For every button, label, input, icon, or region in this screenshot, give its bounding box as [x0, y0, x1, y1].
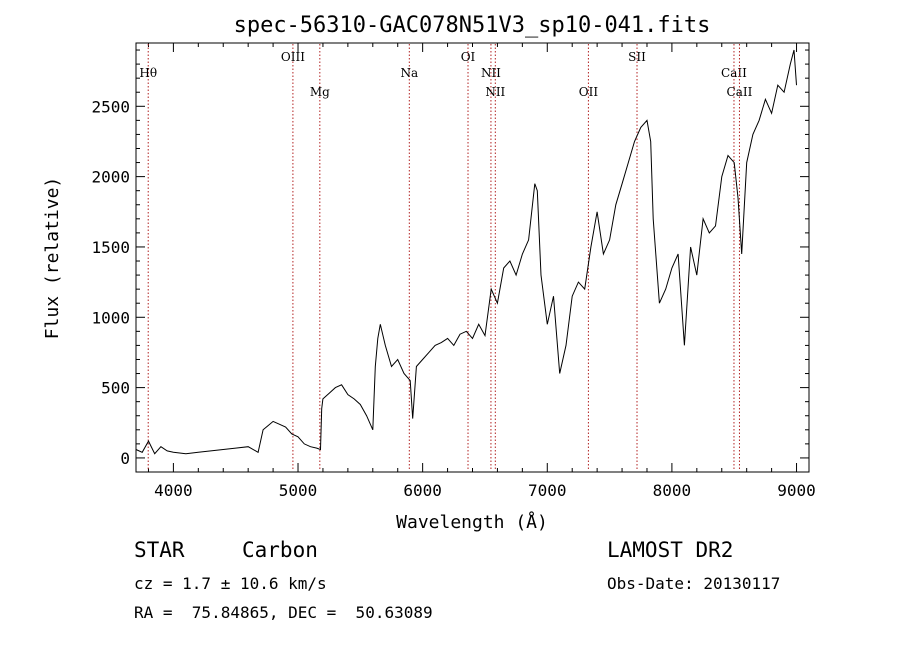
spectral-line-label: CaII	[727, 85, 753, 99]
spectrum-series-line	[135, 49, 797, 455]
spectral-line-label: Mg	[310, 85, 330, 99]
spectral-line-label: OII	[579, 85, 599, 99]
spectral-line-label: NII	[481, 66, 501, 80]
redshift-readout: cz = 1.7 ± 10.6 km/s	[134, 574, 327, 593]
observation-date: Obs-Date: 20130117	[607, 574, 781, 593]
object-subclass: Carbon	[242, 538, 318, 562]
y-tick-label: 0	[120, 449, 130, 468]
y-tick-label: 1500	[91, 238, 130, 257]
x-tick-label: 4000	[154, 481, 193, 500]
coordinates-readout: RA = 75.84865, DEC = 50.63089	[134, 603, 433, 622]
spectral-line-label: Hθ	[139, 66, 157, 80]
x-tick-label: 8000	[653, 481, 692, 500]
y-tick-label: 2000	[91, 168, 130, 187]
spectral-line-label: OI	[461, 50, 476, 64]
chart-title: spec-56310-GAC078N51V3_sp10-041.fits	[234, 13, 711, 38]
y-axis-label: Flux (relative)	[42, 177, 63, 340]
object-class: STAR	[134, 538, 185, 562]
spectral-line-label: CaII	[721, 66, 747, 80]
spectral-line-label: Na	[400, 66, 418, 80]
y-tick-label: 500	[101, 379, 130, 398]
spectral-line-label: NII	[485, 85, 505, 99]
survey-name: LAMOST DR2	[607, 538, 734, 562]
y-tick-label: 2500	[91, 97, 130, 116]
y-tick-label: 1000	[91, 308, 130, 327]
x-tick-label: 7000	[528, 481, 567, 500]
x-tick-label: 9000	[777, 481, 816, 500]
spectral-line-label: OIII	[281, 50, 305, 64]
x-tick-label: 6000	[403, 481, 442, 500]
axis-ticks: 4000 5000 6000 7000 8000 9000 0 500 1000 1500 2000…	[91, 43, 816, 500]
spectral-line-label: SII	[628, 50, 646, 64]
x-tick-label: 5000	[279, 481, 318, 500]
x-axis-label: Wavelength (Å)	[396, 511, 548, 533]
spectral-line-markers: Hθ OIII Mg Na OI NII NII OII SII CaII CaII	[139, 44, 753, 471]
plot-frame	[135, 42, 810, 473]
